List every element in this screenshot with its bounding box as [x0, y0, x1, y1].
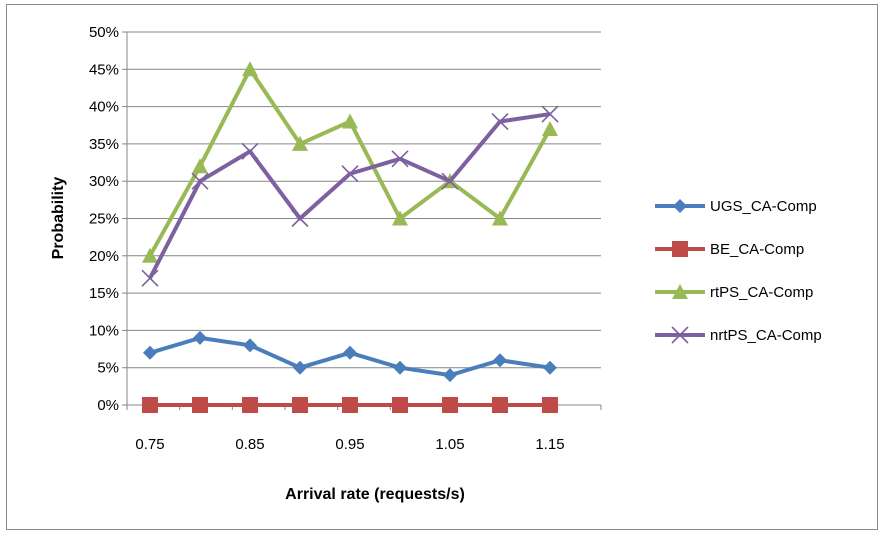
y-tick-label: 40%	[89, 99, 119, 116]
legend-item: nrtPS_CA-Comp	[655, 326, 822, 344]
legend-marker	[673, 199, 687, 213]
data-point	[393, 360, 407, 375]
data-point	[392, 397, 408, 413]
data-point	[492, 397, 508, 413]
data-point	[442, 397, 458, 413]
series-line	[148, 112, 551, 280]
x-tick-label: 1.15	[535, 436, 564, 453]
y-tick-label: 50%	[89, 24, 119, 41]
data-point	[292, 135, 308, 151]
legend-item: rtPS_CA-Comp	[655, 284, 813, 301]
legend-item: BE_CA-Comp	[655, 241, 804, 258]
data-point	[542, 120, 558, 136]
data-point	[342, 113, 358, 129]
data-point	[241, 142, 259, 160]
series-layer	[141, 61, 559, 413]
data-point	[492, 210, 508, 226]
data-point	[342, 397, 358, 413]
data-point	[191, 172, 209, 190]
data-point	[292, 397, 308, 413]
data-point	[391, 150, 409, 168]
legend-marker	[671, 326, 689, 344]
data-point	[341, 165, 359, 183]
data-point	[141, 269, 159, 287]
y-axis-title: Probability	[50, 177, 67, 260]
data-point	[543, 360, 557, 375]
data-point	[541, 105, 559, 123]
data-point	[443, 368, 457, 383]
legend-label: BE_CA-Comp	[710, 241, 804, 258]
data-point	[542, 397, 558, 413]
y-tick-label: 45%	[89, 61, 119, 78]
series-line	[148, 67, 552, 257]
data-point	[291, 209, 309, 228]
series-ugs-ca-comp	[143, 330, 557, 383]
y-axis-ticks: 0% 5% 10% 15% 20% 25% 30% 35% 40% 45% 50%	[89, 24, 127, 414]
legend-label: rtPS_CA-Comp	[710, 284, 813, 301]
data-point	[193, 330, 207, 345]
legend-item: UGS_CA-Comp	[655, 198, 817, 215]
x-tick-label: 0.75	[135, 436, 164, 453]
x-tick-label: 1.05	[435, 436, 464, 453]
series-be-ca-comp	[142, 397, 558, 413]
x-axis-title: Arrival rate (requests/s)	[285, 486, 465, 503]
x-axis-ticks: 0.75 0.85 0.95 1.05 1.15	[126, 405, 602, 453]
x-tick-label: 0.95	[335, 436, 364, 453]
legend-label: nrtPS_CA-Comp	[710, 327, 822, 344]
data-point	[243, 338, 257, 353]
data-point	[392, 210, 408, 226]
y-tick-label: 5%	[97, 360, 119, 377]
data-point	[491, 112, 509, 131]
data-point	[192, 158, 208, 174]
data-point	[441, 172, 459, 190]
y-tick-label: 30%	[89, 173, 119, 190]
data-point	[142, 247, 158, 263]
data-point	[493, 353, 507, 368]
data-point	[343, 345, 357, 360]
legend-marker	[672, 241, 688, 257]
legend: UGS_CA-Comp BE_CA-Comp rtPS_CA-Comp nrtPS_C…	[655, 198, 822, 344]
y-tick-label: 20%	[89, 248, 119, 265]
chart-frame	[6, 4, 878, 530]
y-tick-label: 25%	[89, 211, 119, 228]
data-point	[242, 397, 258, 413]
data-point	[143, 345, 157, 360]
data-point	[293, 360, 307, 375]
y-tick-label: 0%	[97, 397, 119, 414]
series-nrtps-ca-comp	[141, 105, 559, 287]
y-tick-label: 15%	[89, 285, 119, 302]
gridlines	[126, 31, 601, 406]
data-point	[242, 61, 258, 77]
data-point	[192, 397, 208, 413]
legend-label: UGS_CA-Comp	[710, 198, 817, 215]
legend-marker	[672, 284, 688, 299]
x-tick-label: 0.85	[235, 436, 264, 453]
y-tick-label: 10%	[89, 322, 119, 339]
data-point	[142, 397, 158, 413]
y-tick-label: 35%	[89, 136, 119, 153]
series-rtps-ca-comp	[142, 61, 558, 263]
